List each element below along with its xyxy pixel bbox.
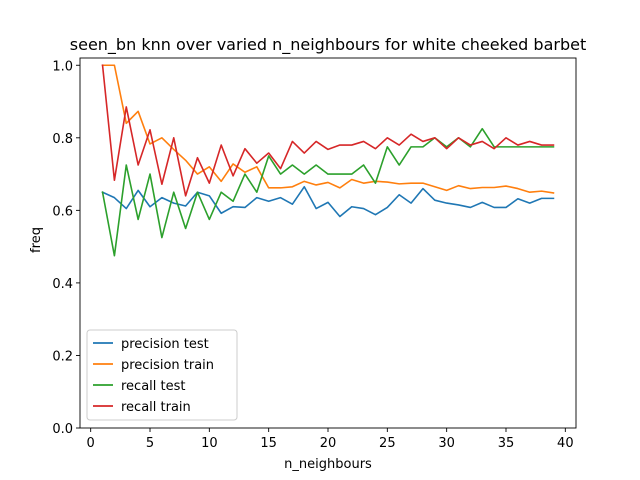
legend: precision test precision train recall test… — [86, 329, 238, 421]
legend-box — [86, 329, 238, 421]
series-layer — [101, 64, 555, 257]
x-tick-label: 5 — [146, 436, 154, 451]
legend-recall-test-label: recall test — [121, 379, 186, 394]
legend-precision-test-label: precision test — [121, 337, 209, 352]
y-tick-label: 0.2 — [52, 349, 73, 364]
x-tick-label: 35 — [498, 436, 515, 451]
x-tick-label: 30 — [438, 436, 455, 451]
y-tick-label: 0.6 — [52, 204, 73, 219]
series-line-precision-train — [101, 64, 555, 194]
x-tick-label: 40 — [557, 436, 574, 451]
x-tick-label: 15 — [260, 436, 277, 451]
x-tick-label: 20 — [320, 436, 337, 451]
x-axis-label: n_neighbours — [284, 457, 372, 472]
x-tick-label: 0 — [87, 436, 95, 451]
axes-layer: 0 5 10 15 20 25 30 35 40 0.0 0.2 0.4 0.6 0.8 1.0 — [52, 57, 577, 451]
chart-title: seen_bn knn over varied n_neighbours for… — [70, 35, 586, 55]
y-axis-label: freq — [29, 227, 44, 253]
legend-recall-train-label: recall train — [121, 400, 191, 415]
y-tick-label: 0.0 — [52, 422, 73, 437]
series-line-recall-test — [101, 127, 555, 257]
y-tick-label: 0.4 — [52, 277, 73, 292]
y-tick-label: 0.8 — [52, 132, 73, 147]
legend-precision-train-label: precision train — [121, 358, 214, 373]
x-tick-label: 25 — [379, 436, 396, 451]
x-tick-label: 10 — [201, 436, 218, 451]
y-tick-label: 1.0 — [52, 59, 73, 74]
series-line-recall-train — [101, 64, 555, 197]
